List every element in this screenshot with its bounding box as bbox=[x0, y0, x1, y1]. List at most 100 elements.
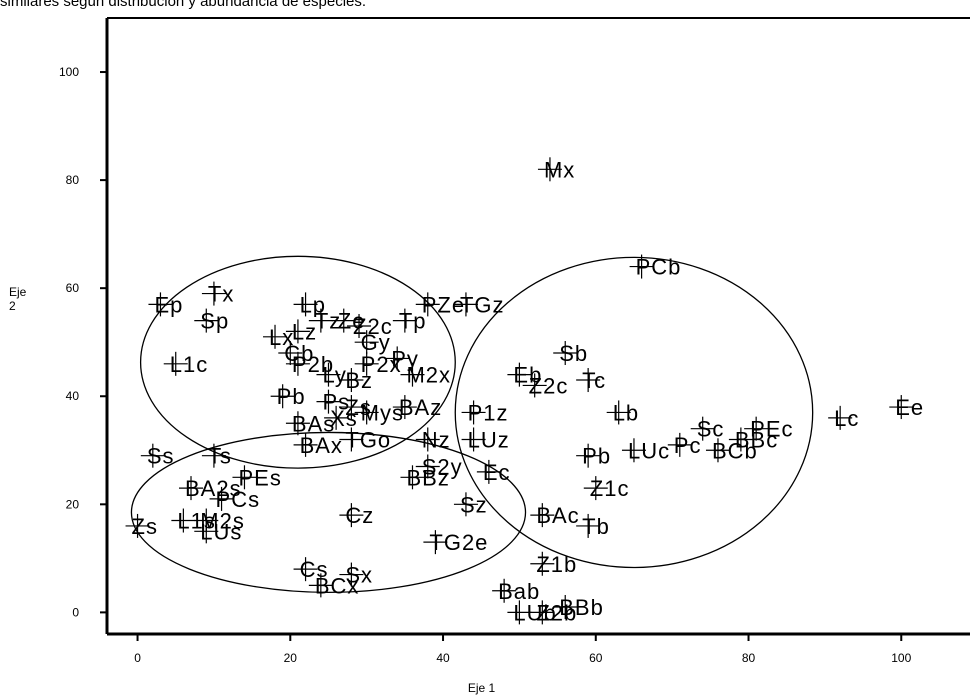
data-point: Tc bbox=[576, 368, 605, 393]
data-point: Mx bbox=[537, 157, 574, 182]
x-tick-label: 100 bbox=[891, 651, 911, 665]
point-label: Z2c bbox=[353, 314, 393, 339]
axis-ticks: 0 20 40 60 80 100 0 20 40 60 80 100 bbox=[59, 65, 912, 665]
data-point: Ss bbox=[140, 443, 174, 469]
data-point: Lx bbox=[263, 324, 293, 350]
data-point: Sz bbox=[453, 492, 488, 517]
point-label: P2x bbox=[361, 352, 402, 377]
point-label: Bz bbox=[345, 368, 373, 393]
point-label: Ze bbox=[338, 309, 366, 334]
point-label: Cs bbox=[300, 557, 329, 582]
point-label: PCs bbox=[216, 487, 261, 512]
data-point: BAx bbox=[293, 432, 342, 458]
point-label: PEs bbox=[238, 465, 281, 490]
point-label: LUs bbox=[200, 519, 242, 544]
point-label: Ec bbox=[483, 460, 511, 485]
y-tick-label: 100 bbox=[59, 65, 79, 79]
point-label: Bab bbox=[498, 579, 540, 604]
x-tick-label: 80 bbox=[742, 651, 756, 665]
data-point: Ec bbox=[476, 459, 511, 485]
data-point: Tx bbox=[201, 281, 233, 307]
data-point: PCb bbox=[629, 254, 682, 280]
point-label: Sx bbox=[345, 563, 373, 588]
x-tick-label: 40 bbox=[436, 651, 450, 665]
data-point: Pb bbox=[270, 384, 306, 409]
point-label: Z2b bbox=[536, 600, 577, 625]
data-point: BBc bbox=[728, 427, 778, 452]
data-point: Z2c bbox=[522, 373, 569, 398]
point-label: Sz bbox=[460, 492, 488, 517]
data-point: BBz bbox=[400, 465, 449, 490]
x-axis-title: Eje 1 bbox=[468, 681, 496, 695]
data-point: PEc bbox=[744, 416, 793, 442]
data-point: Ly bbox=[316, 362, 346, 388]
point-label: LUz bbox=[468, 427, 510, 452]
data-point: Sp bbox=[194, 308, 229, 334]
data-point: Ts bbox=[201, 443, 231, 469]
data-point: Pb bbox=[576, 443, 610, 469]
point-label: L1c bbox=[170, 352, 208, 377]
point-label: BCx bbox=[315, 573, 360, 598]
data-point: Pc bbox=[667, 432, 702, 458]
data-point: Gy bbox=[354, 330, 390, 355]
data-point: LUs bbox=[194, 519, 242, 544]
data-point: M2s bbox=[194, 508, 244, 534]
point-label: Zs bbox=[132, 514, 158, 539]
point-label: PEc bbox=[750, 417, 793, 442]
data-point: Tp bbox=[392, 308, 426, 334]
x-tick-label: 60 bbox=[589, 651, 603, 665]
data-point: BCx bbox=[308, 573, 360, 598]
point-label: Pc bbox=[674, 433, 702, 458]
axes bbox=[105, 17, 970, 636]
data-point: P2b bbox=[285, 351, 333, 377]
point-label: Sc bbox=[697, 417, 725, 442]
data-point: Z2c bbox=[347, 314, 393, 339]
data-point: PCs bbox=[209, 486, 261, 512]
chart-caption: similares según distribución y abundanci… bbox=[0, 0, 367, 10]
data-point: Z1c bbox=[583, 476, 628, 501]
point-label: BAs bbox=[292, 411, 335, 436]
point-label: BAc bbox=[536, 503, 579, 528]
data-point: L1c bbox=[163, 351, 208, 377]
point-label: Mys bbox=[361, 400, 404, 425]
point-label: BBc bbox=[735, 427, 778, 452]
point-label: Nz bbox=[422, 427, 451, 452]
data-point: Sb bbox=[553, 341, 588, 366]
data-point: BAs bbox=[285, 411, 335, 436]
y-axis-title-line-1: Eje bbox=[9, 285, 27, 299]
point-label: Eb bbox=[513, 363, 542, 388]
point-label: Pb bbox=[277, 384, 306, 409]
x-tick-label: 20 bbox=[284, 651, 298, 665]
point-label: Z2c bbox=[529, 373, 569, 398]
point-label: Ee bbox=[895, 395, 924, 420]
data-point: Zs bbox=[125, 513, 158, 539]
data-point: TGo bbox=[339, 427, 391, 452]
data-point: Z2b bbox=[530, 600, 577, 625]
point-label: Sb bbox=[559, 341, 588, 366]
data-point: Z1b bbox=[530, 551, 576, 577]
cluster-ellipses bbox=[130, 255, 814, 594]
point-label: P1z bbox=[468, 400, 509, 425]
data-point: Cs bbox=[293, 557, 329, 582]
data-point: PEs bbox=[232, 465, 281, 490]
data-point: Lc bbox=[828, 405, 859, 431]
point-label: Sp bbox=[200, 309, 229, 334]
point-label: Py bbox=[391, 346, 419, 371]
point-label: PCb bbox=[636, 255, 682, 280]
data-point: BBb bbox=[553, 594, 603, 620]
point-label: BAz bbox=[399, 395, 442, 420]
data-point: M2x bbox=[400, 362, 451, 388]
data-point: BAz bbox=[392, 395, 442, 420]
data-point: Py bbox=[385, 346, 419, 371]
point-label: S2y bbox=[422, 454, 463, 479]
data-point: Lz bbox=[285, 319, 316, 344]
y-tick-label: 0 bbox=[72, 605, 79, 619]
point-label: Tb bbox=[582, 514, 610, 539]
point-label: Lb bbox=[613, 400, 639, 425]
point-label: TGo bbox=[345, 427, 391, 452]
data-point: Cb bbox=[278, 341, 313, 366]
point-label: M2x bbox=[406, 363, 451, 388]
point-label: Lc bbox=[834, 406, 859, 431]
data-point: Bz bbox=[339, 368, 373, 393]
